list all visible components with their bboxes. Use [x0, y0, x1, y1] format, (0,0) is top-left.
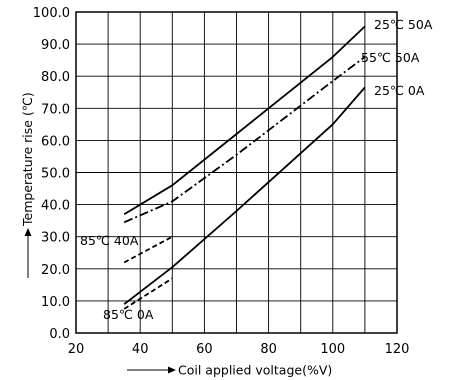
x-tick-label: 20 [68, 342, 85, 357]
y-tick-label: 70.0 [41, 102, 70, 117]
series-label: 85℃ 40A [80, 233, 139, 248]
series-line [123, 86, 366, 305]
series-line [123, 56, 366, 224]
x-axis-title-group: Coil applied voltage(%V) [127, 363, 332, 378]
y-tick-labels: 0.0 10.0 20.0 30.0 40.0 50.0 60.0 70.0 80.0 90.0 1… [33, 6, 70, 342]
y-axis-title: Temperature rise (℃) [20, 92, 35, 227]
x-tick-label: 60 [196, 342, 213, 357]
x-axis-title: Coil applied voltage(%V) [178, 363, 332, 378]
grid [76, 12, 397, 333]
series-line [123, 277, 173, 310]
series-label: 55℃ 50A [361, 50, 420, 65]
x-tick-label: 80 [260, 342, 277, 357]
series-lines [123, 25, 366, 310]
plot-frame [75, 11, 398, 334]
y-tick-label: 30.0 [41, 231, 70, 246]
y-tick-label: 50.0 [41, 167, 70, 182]
series-label: 25℃ 0A [374, 83, 425, 98]
series-label: 85℃ 0A [103, 307, 154, 322]
x-tick-labels: 20 40 60 80 100 120 [68, 342, 410, 357]
y-tick-label: 0.0 [49, 327, 70, 342]
series-line [123, 235, 173, 264]
y-tick-label: 80.0 [41, 70, 70, 85]
y-axis-title-group: Temperature rise (℃) [20, 92, 35, 278]
y-tick-label: 10.0 [41, 295, 70, 310]
x-tick-label: 100 [320, 342, 345, 357]
y-tick-label: 90.0 [41, 38, 70, 53]
y-tick-label: 60.0 [41, 134, 70, 149]
series-labels: 25℃ 50A 55℃ 50A 25℃ 0A 85℃ 40A 85℃ 0A [80, 17, 433, 322]
series-label: 25℃ 50A [374, 17, 433, 32]
y-tick-label: 100.0 [33, 6, 70, 21]
y-tick-label: 40.0 [41, 199, 70, 214]
x-tick-label: 120 [385, 342, 410, 357]
x-tick-label: 40 [132, 342, 149, 357]
y-tick-label: 20.0 [41, 263, 70, 278]
x-axis-arrow-icon [168, 366, 176, 374]
series-line [123, 25, 366, 215]
y-axis-arrow-icon [24, 228, 32, 236]
